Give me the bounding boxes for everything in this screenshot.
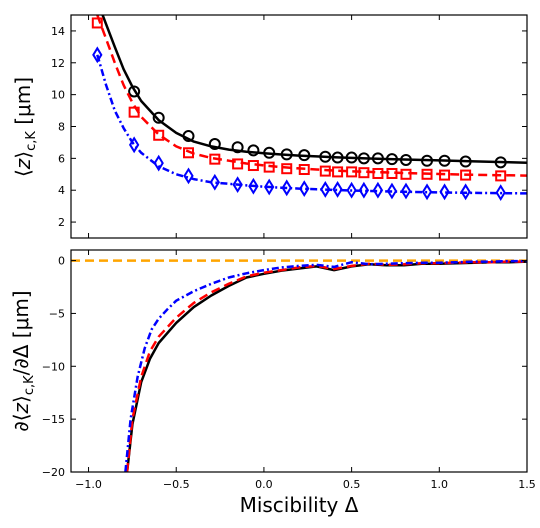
diamond-marker — [400, 182, 412, 200]
diamond-marker — [209, 173, 220, 191]
circle-marker — [263, 146, 276, 159]
square-marker — [346, 166, 358, 178]
diamond-marker — [421, 183, 433, 201]
circle-marker — [247, 144, 260, 157]
diamond-marker — [183, 167, 194, 185]
lower-series-line-2 — [125, 260, 527, 472]
square-marker — [386, 167, 398, 179]
circle-marker — [152, 111, 165, 124]
upper-y-axis-label: ⟨z⟩c,K [μm] — [11, 77, 39, 177]
upper-series-line-1 — [96, 15, 527, 177]
square-marker — [332, 166, 344, 178]
square-marker — [495, 170, 507, 182]
circle-marker — [421, 154, 434, 167]
circle-marker — [345, 151, 358, 164]
diamond-marker — [439, 183, 450, 201]
square-marker — [232, 158, 244, 170]
diamond-marker — [386, 182, 398, 200]
diamond-marker — [264, 178, 275, 196]
square-marker — [421, 168, 433, 180]
diamond-marker — [232, 176, 243, 194]
circle-marker — [357, 152, 370, 165]
circle-marker — [280, 148, 293, 161]
circle-marker — [319, 150, 332, 163]
lower-y-tick-label: 0 — [58, 255, 65, 268]
lower-panel: 0 −5 −10 −15 −20 −1.0 −0.5 0.0 0.5 1.0 1.5 ∂⟨z⟩c,K… — [9, 249, 536, 517]
square-marker — [247, 160, 259, 172]
square-marker — [400, 168, 412, 180]
lower-y-tick-label: −5 — [49, 307, 65, 320]
diamond-marker — [372, 181, 384, 199]
upper-y-tick-label: 10 — [51, 89, 65, 102]
diamond-marker — [320, 181, 331, 198]
circle-marker — [385, 153, 398, 166]
diamond-marker — [281, 179, 292, 197]
circle-marker — [231, 141, 244, 154]
lower-y-tick-label: −10 — [42, 360, 65, 373]
upper-y-tick-label: 14 — [51, 25, 65, 38]
x-tick-label: 1.5 — [518, 478, 536, 491]
square-marker — [281, 163, 293, 175]
diamond-marker — [460, 183, 471, 201]
square-marker — [209, 153, 221, 165]
square-marker — [183, 147, 195, 159]
lower-y-tick-label: −20 — [42, 466, 65, 479]
diamond-marker — [358, 181, 370, 199]
lower-y-axis-label: ∂⟨z⟩c,K/∂Δ [μm] — [9, 290, 37, 431]
upper-y-tick-label: 2 — [58, 216, 65, 229]
upper-panel: 2 4 6 8 10 12 14 ⟨z⟩c,K [μm] — [11, 14, 528, 239]
x-tick-label: 0.5 — [343, 478, 361, 491]
lower-y-tick-label: −15 — [42, 413, 65, 426]
diamond-marker — [128, 136, 140, 154]
square-marker — [153, 129, 165, 141]
circle-marker — [128, 85, 141, 98]
square-marker — [91, 17, 103, 29]
circle-marker — [371, 152, 384, 165]
circle-marker — [208, 138, 221, 151]
diamond-marker — [495, 184, 506, 202]
diamond-marker — [346, 181, 357, 199]
square-marker — [460, 169, 472, 181]
square-marker — [298, 164, 310, 176]
lower-series-line-3 — [124, 259, 527, 472]
circle-marker — [459, 155, 472, 168]
diamond-marker — [92, 46, 103, 64]
x-axis-label: Miscibility Δ — [240, 493, 359, 517]
diamond-marker — [332, 181, 343, 198]
square-marker — [358, 167, 370, 179]
circle-marker — [438, 154, 451, 167]
square-marker — [263, 161, 275, 173]
upper-y-tick-label: 8 — [58, 121, 65, 134]
square-marker — [128, 106, 140, 118]
circle-marker — [331, 151, 344, 164]
circle-marker — [399, 153, 412, 166]
x-tick-label: −0.5 — [163, 478, 190, 491]
circle-marker — [298, 149, 311, 162]
square-marker — [439, 169, 451, 181]
upper-axes-frame — [70, 14, 528, 239]
upper-y-tick-label: 6 — [58, 152, 65, 165]
circle-marker — [182, 130, 195, 143]
x-tick-label: 1.0 — [431, 478, 449, 491]
square-marker — [319, 165, 331, 177]
circle-marker — [494, 156, 507, 169]
diamond-marker — [153, 154, 164, 172]
lower-axes-frame — [70, 249, 528, 473]
upper-y-tick-label: 4 — [58, 184, 65, 197]
diamond-marker — [299, 180, 310, 198]
diamond-marker — [248, 177, 259, 195]
upper-y-tick-label: 12 — [51, 57, 65, 70]
x-tick-label: −1.0 — [75, 478, 102, 491]
x-tick-label: 0.0 — [255, 478, 273, 491]
square-marker — [372, 167, 384, 179]
